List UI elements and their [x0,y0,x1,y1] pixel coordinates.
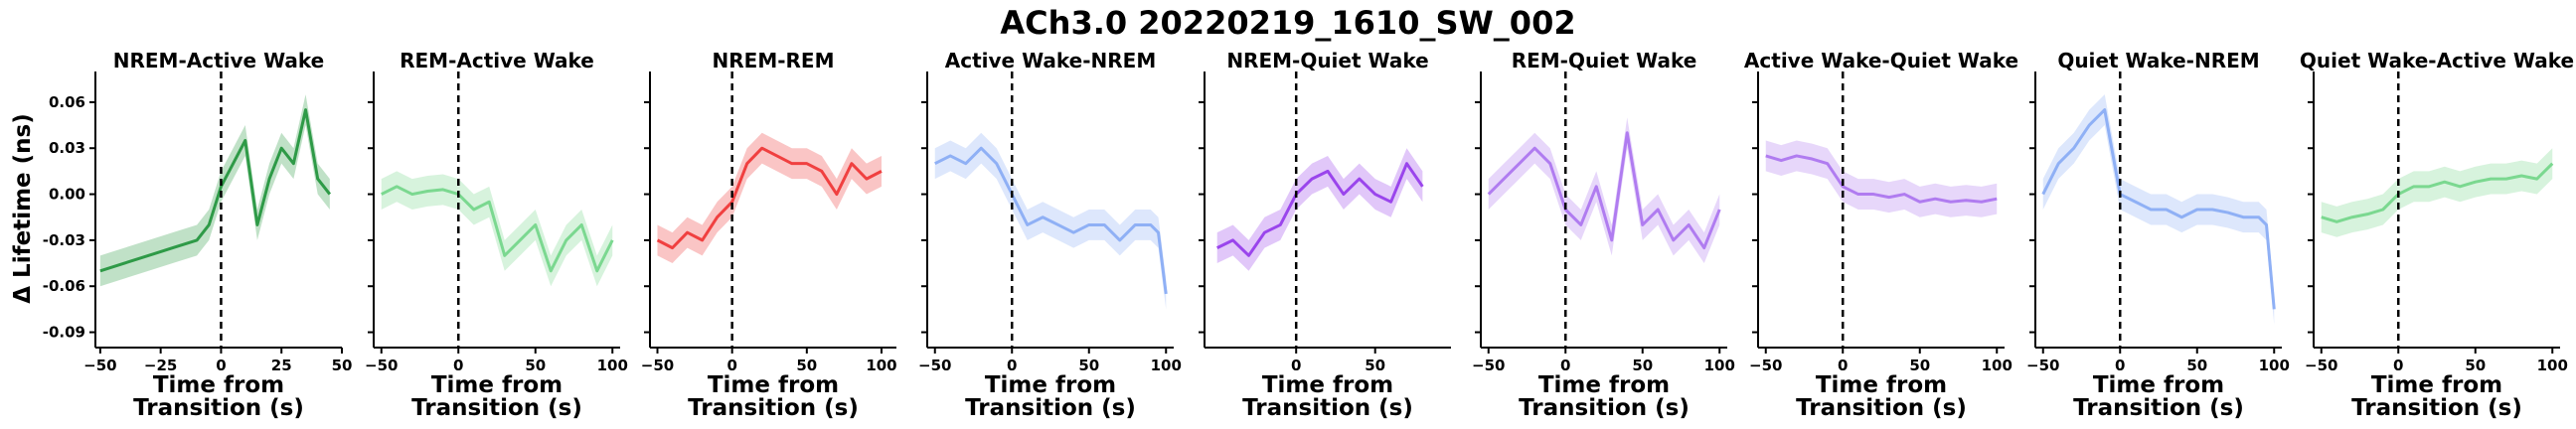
subplot-title: Active Wake-NREM [945,49,1157,72]
subplot-1: NREM-Active Wake 0.06 0.03 0.00 -0.03 -0.06 -0… [43,49,353,421]
y-tick-label: -0.09 [43,324,85,342]
subplot-6: REM-Quiet Wake −50 0 50 100 Time fromTransiti… [1472,49,1735,421]
x-axis-label-line2: Transition (s) [2073,395,2244,421]
x-axis-label-line1: Time from [708,372,839,398]
series-line [656,146,883,250]
x-axis-label-line1: Time from [1816,372,1947,398]
x-tick-label: 100 [1151,357,1182,374]
x-axis-label-line2: Transition (s) [411,395,582,421]
x-axis-label-line2: Transition (s) [965,395,1136,421]
series-line [1216,162,1424,257]
figure-title: ACh3.0 20220219_1610_SW_002 [1000,4,1575,42]
x-axis-label-line2: Transition (s) [1796,395,1967,421]
y-tick-label: 0.00 [49,186,85,204]
x-tick-label: 0 [2393,357,2403,374]
subplot-9: Quiet Wake-Active Wake −50 0 50 100 Time from… [2300,49,2574,421]
x-axis-label-line1: Time from [2371,372,2502,398]
y-tick-label: -0.06 [43,277,85,295]
x-axis-label-line1: Time from [431,372,563,398]
x-tick-label: 0 [726,357,736,374]
subplot-title: REM-Active Wake [400,49,594,72]
x-axis-label-line1: Time from [985,372,1116,398]
x-tick-label: −50 [1749,357,1782,374]
subplot-title: NREM-Quiet Wake [1226,49,1428,72]
x-tick-label: 0 [216,357,226,374]
series-line [99,108,332,273]
series-line [1487,131,1721,250]
x-tick-label: 50 [1365,357,1385,374]
x-tick-label: 0 [2115,357,2125,374]
confidence-band [1488,117,1720,264]
x-tick-label: 0 [1291,357,1301,374]
confidence-band [1216,148,1423,271]
x-tick-label: 50 [1078,357,1099,374]
series-line [1765,154,1998,204]
x-tick-label: 100 [1704,357,1735,374]
x-axis-label-line2: Transition (s) [1242,395,1413,421]
x-tick-label: −50 [83,357,116,374]
subplot-title: Active Wake-Quiet Wake [1744,49,2018,72]
x-axis-label-line1: Time from [1262,372,1393,398]
x-tick-label: −50 [2026,357,2059,374]
confidence-band [1765,140,1998,217]
panels: NREM-Active Wake 0.06 0.03 0.00 -0.03 -0.06 -0… [43,49,2574,421]
y-tick-label: -0.03 [43,231,85,249]
x-axis-label-line2: Transition (s) [688,395,859,421]
x-tick-label: −50 [365,357,398,374]
series-line [381,185,614,273]
subplot-4: Active Wake-NREM −50 0 50 100 Time fromTransi… [918,49,1182,421]
x-tick-label: 100 [597,357,628,374]
x-axis-label-line1: Time from [1538,372,1670,398]
x-tick-label: 50 [1632,357,1653,374]
subplot-8: Quiet Wake-NREM −50 0 50 100 Time fromTransit… [2026,49,2290,421]
series-line [2321,162,2554,223]
subplot-2: REM-Active Wake −50 0 50 100 Time fromTransit… [365,49,628,421]
y-axis-label: Δ Lifetime (ns) [10,113,36,304]
x-tick-label: 0 [1838,357,1848,374]
x-tick-label: 50 [1909,357,1930,374]
x-tick-label: 100 [866,357,896,374]
subplot-7: Active Wake-Quiet Wake −50 0 50 100 Time from… [1744,49,2018,421]
x-tick-label: 25 [271,357,292,374]
x-tick-label: 100 [1982,357,2012,374]
x-axis-label-line2: Transition (s) [2351,395,2522,421]
x-tick-label: 0 [1007,357,1017,374]
x-tick-label: −50 [641,357,674,374]
y-tick-label: 0.06 [49,93,85,111]
y-tick-label: 0.03 [49,139,85,157]
x-tick-label: 50 [332,357,353,374]
x-tick-label: 50 [2186,357,2207,374]
confidence-band [2321,148,2553,237]
x-tick-label: −50 [918,357,951,374]
x-axis-label-line1: Time from [2093,372,2224,398]
x-tick-label: 50 [2465,357,2486,374]
x-tick-label: 50 [796,357,817,374]
x-tick-label: 100 [2537,357,2568,374]
subplot-title: NREM-Active Wake [113,49,325,72]
x-tick-label: 0 [453,357,463,374]
subplot-title: Quiet Wake-NREM [2057,49,2259,72]
subplot-title: REM-Quiet Wake [1512,49,1697,72]
x-axis-label-line2: Transition (s) [1519,395,1690,421]
subplot-title: Quiet Wake-Active Wake [2300,49,2574,72]
x-tick-label: 0 [1560,357,1570,374]
subplot-title: NREM-REM [713,49,835,72]
confidence-band [657,132,882,264]
x-tick-label: −50 [2305,357,2337,374]
x-tick-label: 50 [525,357,546,374]
x-axis-label-line1: Time from [153,372,284,398]
x-tick-label: −25 [144,357,177,374]
x-tick-label: 100 [2259,357,2290,374]
x-axis-label-line2: Transition (s) [133,395,304,421]
confidence-band [99,94,330,287]
x-tick-label: −50 [1472,357,1505,374]
